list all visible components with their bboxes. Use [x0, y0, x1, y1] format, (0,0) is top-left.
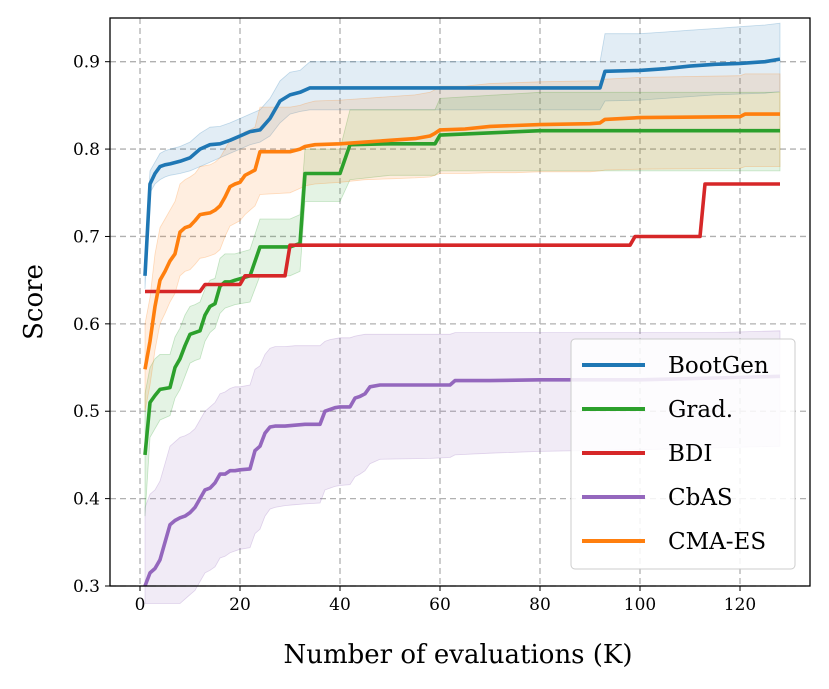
bdi-line — [145, 182, 780, 294]
x-tick-label: 120 — [724, 595, 756, 615]
bootgen-line — [143, 57, 781, 276]
cma-es-line — [143, 112, 780, 370]
y-tick-label: 0.5 — [73, 402, 100, 422]
x-tick-label: 20 — [229, 595, 251, 615]
cbas-line — [143, 374, 781, 587]
legend-label-bootgen: BootGen — [668, 353, 769, 379]
legend-label-bdi: BDI — [668, 441, 712, 467]
cma-es-band — [144, 73, 781, 412]
x-tick-label: 100 — [624, 595, 656, 615]
x-axis-label: Number of evaluations (K) — [283, 640, 632, 670]
legend-label-cbas: CbAS — [668, 485, 733, 511]
legend-box — [570, 338, 796, 570]
y-tick-label: 0.9 — [73, 53, 100, 73]
x-tick-label: 80 — [529, 595, 551, 615]
y-tick-label: 0.8 — [73, 140, 100, 160]
x-tick-label: 40 — [329, 595, 351, 615]
y-tick-label: 0.6 — [73, 315, 100, 335]
x-tick-label: 60 — [429, 595, 451, 615]
series-lines — [143, 57, 781, 587]
y-tick-label: 0.3 — [73, 577, 100, 597]
legend: BootGen Grad. BDI CbAS CMA-ES — [570, 338, 796, 570]
y-tick-label: 0.7 — [73, 227, 100, 247]
legend-label-cma-es: CMA-ES — [668, 529, 766, 555]
plot-frame — [109, 17, 811, 587]
axis-ticks: 0 20 40 60 80 100 120 0.3 0.4 0.5 0.6 0.7 0.8 0.9 — [73, 53, 756, 615]
y-axis-label: Score — [19, 264, 49, 340]
y-tick-label: 0.4 — [73, 490, 100, 510]
legend-label-grad: Grad. — [668, 397, 733, 423]
x-tick-label: 0 — [135, 595, 146, 615]
